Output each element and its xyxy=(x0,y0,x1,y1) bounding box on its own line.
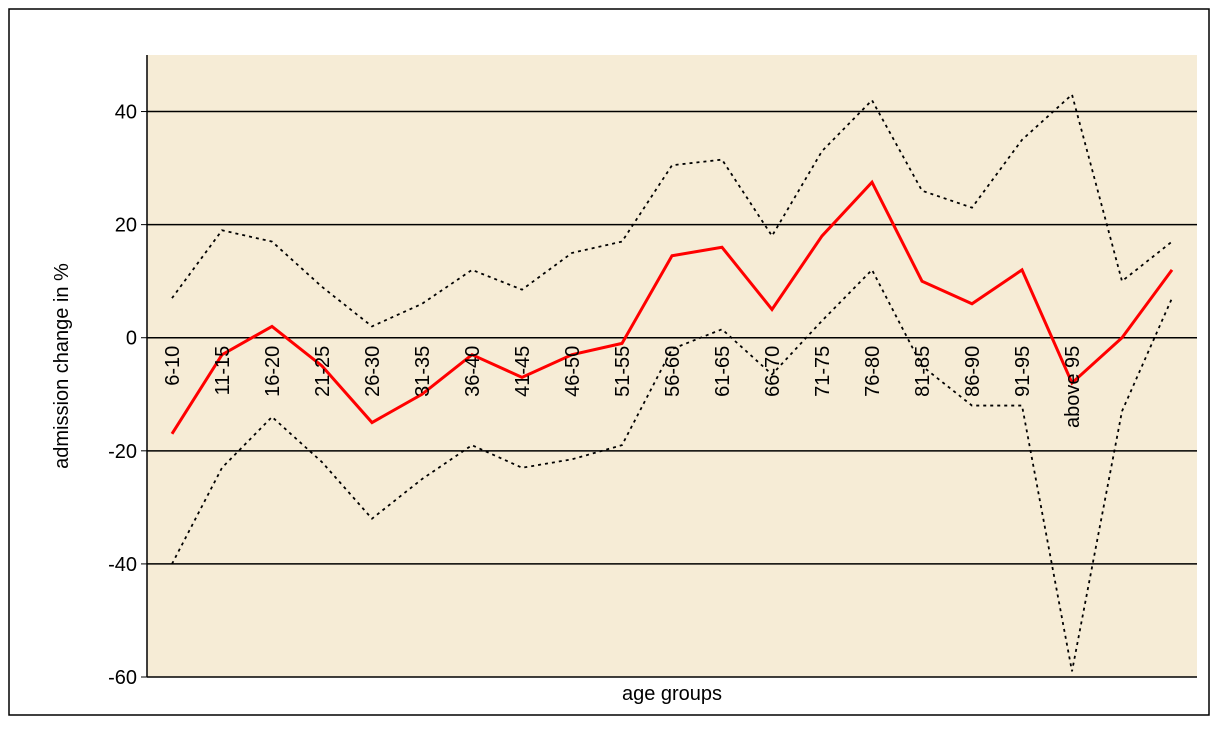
x-tick-label: 61-65 xyxy=(712,346,734,397)
y-tick-label: -20 xyxy=(108,441,137,463)
y-tick-label: 0 xyxy=(126,328,137,350)
x-tick-label: 26-30 xyxy=(362,346,384,397)
x-tick-label: 31-35 xyxy=(412,346,434,397)
x-tick-label: 11-15 xyxy=(212,346,234,396)
x-axis-title: age groups xyxy=(622,683,722,705)
x-tick-label: 41-45 xyxy=(512,346,534,397)
data-line xyxy=(171,92,1173,328)
x-tick-label: 46-50 xyxy=(562,346,584,397)
x-tick-label: 66-70 xyxy=(762,346,784,397)
y-tick-label: 40 xyxy=(115,102,137,124)
x-tick-label: 21-25 xyxy=(312,346,334,397)
y-axis-title: admission change in % xyxy=(51,263,73,469)
data-line xyxy=(170,179,1174,435)
y-tick-label: 20 xyxy=(115,215,137,237)
y-tick-label: -60 xyxy=(108,667,137,689)
x-tick-label: 16-20 xyxy=(262,346,284,397)
x-tick-label: 6-10 xyxy=(162,346,184,386)
data-line xyxy=(171,268,1173,672)
x-tick-label: 86-90 xyxy=(962,346,984,397)
y-tick-label: -40 xyxy=(108,554,137,576)
x-tick-label: 81-85 xyxy=(912,346,934,397)
x-tick-label: 51-55 xyxy=(612,346,634,397)
x-tick-label: 71-75 xyxy=(812,346,834,397)
x-tick-label: 36-40 xyxy=(462,346,484,397)
x-tick-label: 91-95 xyxy=(1012,346,1034,397)
x-tick-label: 76-80 xyxy=(862,346,884,397)
x-tick-label: above 95 xyxy=(1062,346,1084,428)
x-tick-label: 56-60 xyxy=(662,346,684,397)
